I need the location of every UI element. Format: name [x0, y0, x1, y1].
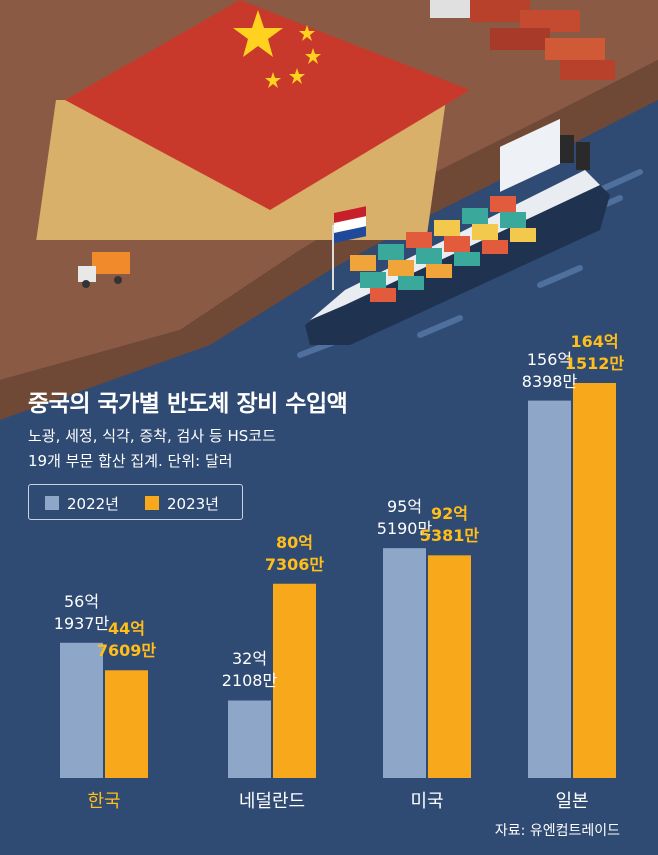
category-label-0: 한국 — [87, 791, 121, 812]
chart-subtitle-line-1: 노광, 세정, 식각, 증착, 검사 등 HS코드 — [28, 427, 276, 445]
bar-2023-3 — [573, 383, 616, 778]
flag-star-small-1 — [299, 25, 315, 41]
value-label-2022-0: 56억 1937만 — [53, 591, 110, 633]
category-label-2: 미국 — [410, 791, 444, 812]
value-label-2022-1: 32억 2108만 — [221, 649, 278, 691]
bar-2023-1 — [273, 583, 316, 778]
bar-2022-3 — [528, 400, 571, 778]
chart-subtitle-line-2: 19개 부문 합산 집계. 단위: 달러 — [28, 452, 233, 470]
chart-title: 중국의 국가별 반도체 장비 수입액 — [28, 391, 348, 417]
legend-label-2023: 2023년 — [167, 495, 219, 513]
value-label-2022-3: 156억 8398만 — [521, 349, 578, 391]
flag-star-small-4 — [265, 72, 281, 88]
legend-label-2022: 2022년 — [67, 495, 119, 513]
container-ship — [305, 118, 610, 345]
value-label-2023-3: 164억 1512만 — [564, 332, 625, 373]
legend: 2022년 2023년 — [28, 484, 243, 520]
legend-swatch-2022 — [45, 496, 59, 510]
netherlands-flag — [332, 206, 366, 290]
category-label-1: 네덜란드 — [238, 791, 306, 812]
value-label-2022-2: 95억 5190만 — [376, 497, 433, 539]
china-flag-roof — [65, 0, 470, 210]
port-containers — [430, 0, 615, 80]
bar-2022-2 — [383, 548, 426, 778]
bar-2023-0 — [105, 670, 148, 778]
bar-group — [60, 383, 616, 778]
flag-star-small-2 — [305, 48, 321, 64]
bar-2022-0 — [60, 642, 103, 778]
value-label-2023-2: 92억 5381만 — [419, 504, 480, 546]
value-label-2023-1: 80억 7306만 — [264, 532, 325, 574]
category-label-3: 일본 — [555, 791, 589, 812]
legend-swatch-2023 — [145, 496, 159, 510]
truck — [78, 252, 130, 288]
bar-2022-1 — [228, 700, 271, 778]
flag-star-small-3 — [289, 68, 305, 84]
flag-star-large — [233, 10, 283, 57]
value-label-2023-0: 44억 7609만 — [96, 619, 157, 661]
source-note: 자료: 유엔컴트레이드 — [494, 823, 620, 839]
bar-2023-2 — [428, 555, 471, 778]
